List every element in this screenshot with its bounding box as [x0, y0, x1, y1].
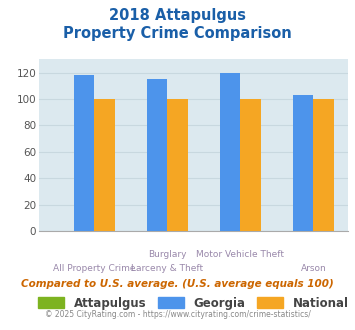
Bar	[94, 99, 115, 231]
Text: Property Crime Comparison: Property Crime Comparison	[63, 26, 292, 41]
Legend: Attapulgus, Georgia, National: Attapulgus, Georgia, National	[33, 292, 354, 314]
Bar	[220, 73, 240, 231]
Text: Compared to U.S. average. (U.S. average equals 100): Compared to U.S. average. (U.S. average …	[21, 279, 334, 289]
Text: Arson: Arson	[301, 264, 326, 273]
Bar	[313, 99, 334, 231]
Bar	[73, 75, 94, 231]
Bar	[293, 95, 313, 231]
Text: 2018 Attapulgus: 2018 Attapulgus	[109, 8, 246, 23]
Text: © 2025 CityRating.com - https://www.cityrating.com/crime-statistics/: © 2025 CityRating.com - https://www.city…	[45, 310, 310, 318]
Bar	[167, 99, 188, 231]
Bar	[240, 99, 261, 231]
Text: Burglary: Burglary	[148, 250, 186, 259]
Text: Larceny & Theft: Larceny & Theft	[131, 264, 203, 273]
Text: Motor Vehicle Theft: Motor Vehicle Theft	[196, 250, 284, 259]
Bar	[147, 79, 167, 231]
Text: All Property Crime: All Property Crime	[53, 264, 135, 273]
